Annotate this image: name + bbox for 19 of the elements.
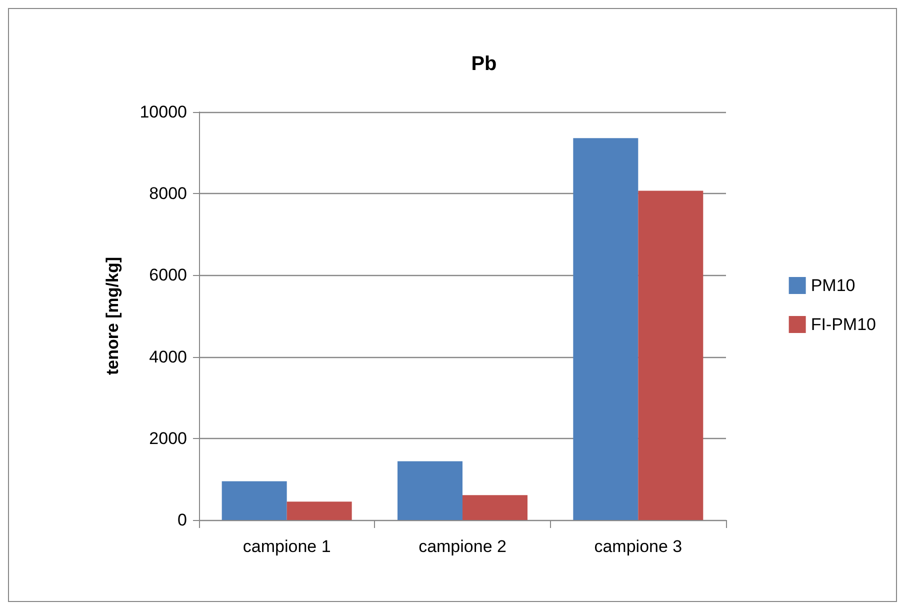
x-tick-label: campione 2: [418, 537, 506, 556]
y-axis-title: tenore [mg/kg]: [103, 256, 122, 376]
y-tick-label: 0: [178, 510, 187, 530]
legend-label: FI-PM10: [810, 315, 876, 334]
y-tick-label: 4000: [149, 347, 187, 366]
bar: [398, 461, 462, 520]
y-tick-label: 8000: [149, 184, 187, 204]
bar: [638, 190, 704, 520]
bar: [573, 138, 638, 520]
y-tick-label: 2000: [149, 428, 187, 448]
bar: [222, 481, 287, 520]
y-tick-label: 10000: [140, 102, 187, 122]
bar: [462, 495, 528, 520]
bar: [286, 502, 352, 520]
x-tick-label: campione 1: [242, 537, 331, 556]
x-tick-label: campione 3: [594, 537, 682, 556]
y-tick-label: 6000: [149, 266, 187, 285]
legend-label: PM10: [810, 276, 856, 295]
chart-title: Pb: [471, 53, 497, 75]
